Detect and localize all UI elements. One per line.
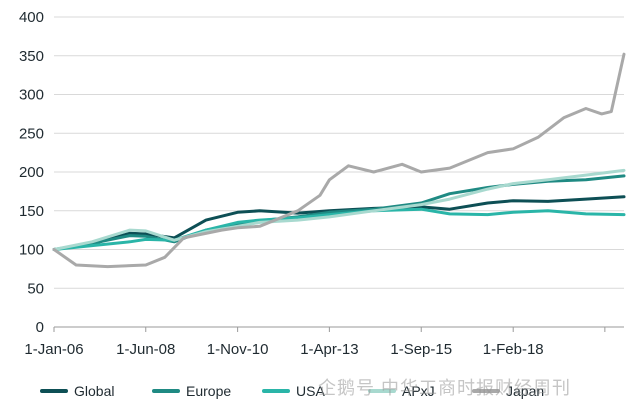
y-tick-label: 350 [19,48,44,65]
legend: Global Europe USA APxJ Japan [0,378,641,404]
y-tick-label: 100 [19,242,44,259]
legend-item-apxj: APxJ [368,378,435,404]
legend-label-global: Global [74,383,115,399]
x-tick-label: 1-Sep-15 [390,341,452,358]
y-tick-label: 400 [19,9,44,26]
legend-item-japan: Japan [472,378,544,404]
axes [53,326,624,332]
y-tick-label: 200 [19,164,44,181]
x-tick-label: 1-Apr-13 [300,341,358,358]
y-tick-label: 150 [19,203,44,220]
series-line-usa [52,207,626,251]
x-tick-label: 1-Nov-10 [207,341,269,358]
y-tick-label: 0 [36,319,44,336]
legend-label-europe: Europe [186,383,232,399]
y-tick-label: 50 [27,280,44,297]
x-tick-label: 1-Jun-08 [116,341,175,358]
legend-item-europe: Europe [152,378,231,404]
legend-swatch-apxj [368,389,396,393]
x-tick-label: 1-Jan-06 [24,341,83,358]
series-line-japan [52,52,626,269]
y-axis-labels: 0 50 100 150 200 250 300 350 400 [19,9,44,336]
legend-item-global: Global [40,378,114,404]
series-line-apxj [52,168,626,251]
legend-swatch-japan [472,389,500,393]
gridlines [54,16,624,289]
legend-swatch-global [40,389,68,393]
series-line-global [52,195,626,251]
y-tick-label: 300 [19,87,44,104]
x-tick-label: 1-Feb-18 [483,341,544,358]
y-tick-label: 250 [19,125,44,142]
line-chart: 0 50 100 150 200 250 300 350 400 1-Jan-06 1-Jun-0… [19,9,626,358]
legend-label-usa: USA [296,383,325,399]
legend-item-usa: USA [262,378,325,404]
series-lines [52,52,626,269]
legend-label-japan: Japan [506,383,545,399]
legend-swatch-europe [152,389,180,393]
legend-label-apxj: APxJ [402,383,435,399]
legend-swatch-usa [262,389,290,393]
x-axis-labels: 1-Jan-06 1-Jun-08 1-Nov-10 1-Apr-13 1-Sep-15… [24,341,543,358]
